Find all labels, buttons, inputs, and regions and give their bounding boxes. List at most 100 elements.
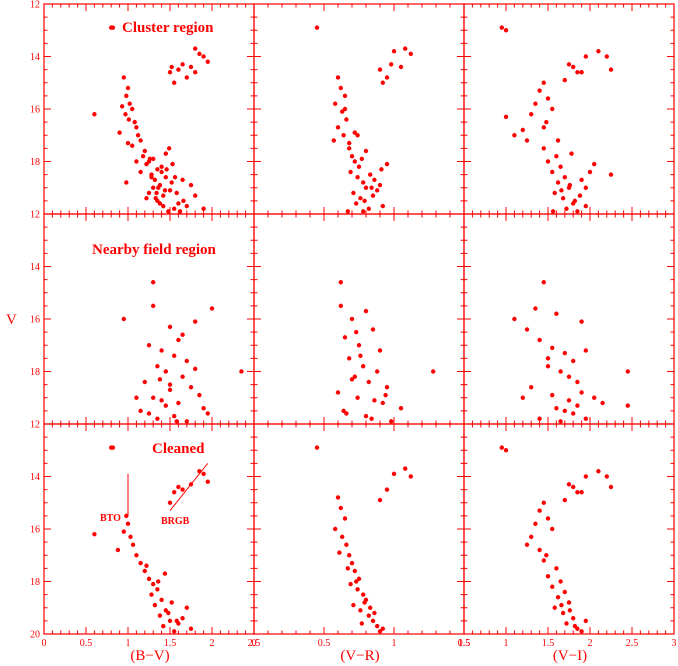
data-point: [348, 169, 353, 175]
data-point: [166, 209, 171, 214]
data-point: [341, 133, 346, 138]
data-point: [572, 198, 578, 204]
data-point: [193, 319, 198, 324]
data-point: [130, 143, 135, 148]
data-point: [125, 85, 131, 91]
data-point: [562, 589, 567, 595]
data-point: [431, 369, 436, 374]
data-point: [545, 364, 551, 369]
data-point: [209, 306, 215, 311]
data-point: [205, 59, 210, 64]
data-point: [567, 608, 573, 613]
data-point: [592, 395, 597, 400]
data-point: [152, 602, 158, 608]
data-point: [579, 629, 584, 634]
data-point: [383, 392, 388, 398]
data-point: [559, 602, 564, 608]
data-point: [555, 595, 561, 600]
data-point: [121, 529, 127, 534]
data-point: [380, 203, 385, 209]
data-point: [193, 193, 198, 198]
data-point: [361, 592, 366, 597]
data-point: [134, 159, 139, 164]
data-point: [130, 542, 136, 547]
x-tick-label: 2: [588, 638, 593, 649]
data-point: [604, 474, 609, 479]
data-point: [337, 550, 342, 555]
data-point: [354, 579, 359, 584]
data-point: [575, 490, 580, 495]
data-point: [541, 558, 546, 563]
data-point: [529, 534, 534, 540]
data-point: [356, 164, 362, 169]
data-point: [345, 209, 350, 214]
data-point: [161, 623, 166, 629]
data-point: [579, 390, 584, 395]
x-tick-label: 1: [504, 638, 509, 649]
data-point: [363, 413, 369, 419]
data-point: [554, 311, 559, 316]
data-point: [512, 133, 517, 138]
data-point: [533, 306, 538, 311]
data-point: [380, 626, 385, 631]
data-point: [571, 616, 576, 621]
data-point: [566, 482, 572, 487]
data-point: [340, 534, 345, 540]
data-point: [587, 169, 593, 175]
data-point: [567, 182, 573, 188]
data-point: [201, 54, 206, 59]
data-point: [176, 67, 181, 72]
data-point: [366, 379, 371, 385]
labels-layer: V (B−V) (V−R) (V−I) Cluster region Nearb…: [6, 20, 587, 664]
data-point: [172, 629, 177, 634]
data-point: [134, 125, 139, 130]
data-point: [579, 490, 584, 495]
data-point: [361, 209, 366, 214]
data-point: [377, 497, 383, 503]
data-point: [545, 96, 551, 101]
x-tick-label: 1: [126, 638, 131, 649]
data-point: [338, 85, 343, 91]
x-tick-label: 0: [42, 638, 47, 649]
data-point: [358, 353, 363, 358]
data-point: [544, 119, 549, 125]
data-point: [172, 206, 177, 211]
x-tick-label: 0: [252, 638, 257, 649]
data-point: [134, 395, 139, 400]
data-point: [172, 175, 178, 180]
data-point: [359, 156, 364, 162]
data-point: [119, 104, 125, 109]
panel-frame: [463, 3, 675, 215]
data-point: [368, 605, 373, 610]
data-point: [375, 188, 380, 193]
data-point: [180, 332, 185, 337]
data-point: [499, 25, 504, 30]
data-point: [558, 419, 563, 424]
data-point: [180, 177, 185, 183]
data-point: [562, 350, 567, 356]
data-point: [352, 130, 357, 135]
data-point: [503, 114, 509, 120]
y-tick-label: 16: [30, 105, 40, 116]
data-point: [560, 196, 566, 201]
data-point: [174, 190, 179, 196]
data-point: [596, 49, 601, 54]
data-point: [146, 576, 152, 582]
data-point: [571, 484, 576, 490]
data-point: [138, 169, 143, 175]
data-point: [345, 566, 350, 571]
data-point: [157, 377, 163, 382]
annotation-bto: BTO: [100, 513, 121, 524]
data-point: [384, 75, 390, 80]
y-tick-label: 18: [30, 157, 40, 168]
data-point: [159, 164, 164, 169]
data-point: [555, 138, 561, 143]
data-point: [541, 125, 546, 130]
data-point: [169, 64, 174, 70]
data-point: [355, 395, 360, 400]
data-point: [338, 505, 343, 511]
data-point: [559, 188, 564, 193]
data-point: [361, 364, 366, 369]
panel-1-2: [463, 213, 675, 425]
